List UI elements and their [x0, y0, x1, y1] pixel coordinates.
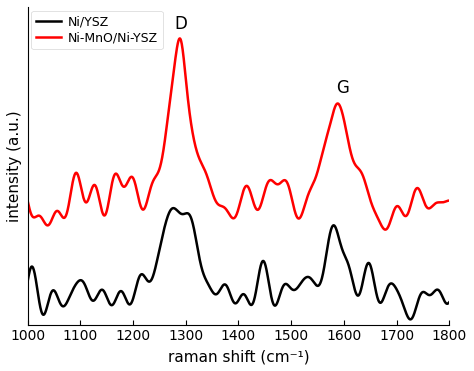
Ni-MnO/Ni-YSZ [383, 227, 388, 232]
Ni/YSZ [435, 288, 440, 292]
Legend: Ni/YSZ, Ni-MnO/Ni-YSZ: Ni/YSZ, Ni-MnO/Ni-YSZ [31, 11, 163, 49]
Ni-MnO/Ni-YSZ [435, 200, 440, 205]
Text: D: D [174, 15, 187, 33]
Y-axis label: intensity (a.u.): intensity (a.u.) [7, 110, 22, 221]
Ni/YSZ [171, 206, 176, 210]
Ni-MnO/Ni-YSZ [447, 198, 452, 203]
Ni-MnO/Ni-YSZ [219, 204, 225, 209]
Ni-MnO/Ni-YSZ [46, 223, 52, 227]
Ni-MnO/Ni-YSZ [357, 168, 363, 173]
Ni/YSZ [435, 288, 440, 292]
Ni/YSZ [25, 279, 30, 284]
Ni-MnO/Ni-YSZ [230, 216, 236, 220]
Ni/YSZ [46, 297, 52, 302]
X-axis label: raman shift (cm⁻¹): raman shift (cm⁻¹) [168, 349, 309, 364]
Ni-MnO/Ni-YSZ [435, 200, 440, 205]
Text: G: G [337, 79, 349, 98]
Ni/YSZ [230, 299, 236, 303]
Line: Ni/YSZ: Ni/YSZ [27, 208, 449, 319]
Ni/YSZ [447, 300, 452, 304]
Ni/YSZ [219, 285, 225, 289]
Ni-MnO/Ni-YSZ [177, 36, 182, 41]
Line: Ni-MnO/Ni-YSZ: Ni-MnO/Ni-YSZ [27, 39, 449, 230]
Ni/YSZ [357, 291, 363, 295]
Ni/YSZ [408, 317, 413, 322]
Ni-MnO/Ni-YSZ [25, 198, 30, 203]
